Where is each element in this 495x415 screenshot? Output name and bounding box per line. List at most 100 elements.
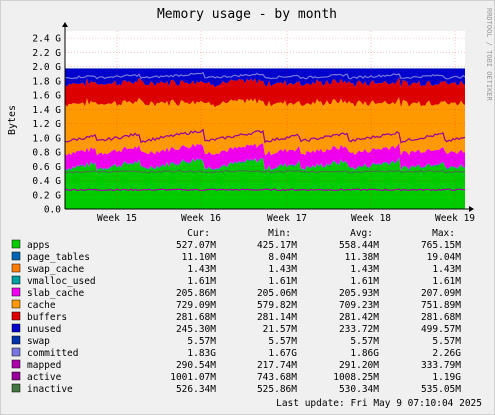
legend-name-mapped: mapped [27,360,61,371]
legend-min-active: 743.68M [257,372,297,383]
legend-max-swap_cache: 1.43M [432,264,461,275]
legend-cur-buffers: 281.68M [176,312,216,323]
y-tick-label: 0.2 G [32,190,61,201]
legend-cur-vmalloc_used: 1.61M [187,276,216,287]
legend-swatch-cache [11,299,21,309]
legend-name-inactive: inactive [27,384,73,395]
y-axis-arrow [62,22,68,27]
legend-swatch-committed [11,347,21,357]
legend-avg-active: 1008.25M [333,372,379,383]
legend-avg-page_tables: 11.38M [345,252,380,263]
y-tick-label: 1.2 G [32,119,61,130]
legend-cur-swap: 5.57M [187,336,216,347]
line-active [64,128,466,144]
legend-max-unused: 499.57M [421,324,461,335]
y-tick-label: 1.6 G [32,91,61,102]
legend-max-committed: 2.26G [432,348,461,359]
y-tick-label: 1.0 G [32,133,61,144]
legend-cur-mapped: 290.54M [176,360,216,371]
x-axis-arrow [469,206,474,212]
legend-min-buffers: 281.14M [257,312,297,323]
legend-cur-active: 1001.07M [170,372,216,383]
area-cache [65,97,465,156]
legend-max-mapped: 333.79M [421,360,461,371]
legend-swatch-swap [11,335,21,345]
legend-swatch-mapped [11,359,21,369]
y-tick-label: 0.6 G [32,162,61,173]
x-tick-label: Week 15 [97,213,137,224]
legend-avg-vmalloc_used: 1.61M [350,276,379,287]
y-tick-label: 0.0 [44,205,61,216]
legend-min-page_tables: 8.04M [268,252,297,263]
legend-header-cur: Cur: [187,228,210,239]
legend-min-mapped: 217.74M [257,360,297,371]
legend-cur-unused: 245.30M [176,324,216,335]
y-tick-label: 2.2 G [32,48,61,59]
legend-max-vmalloc_used: 1.61M [432,276,461,287]
legend-min-unused: 21.57M [263,324,298,335]
legend-cur-apps: 527.07M [176,240,216,251]
legend-avg-mapped: 291.20M [339,360,379,371]
last-update: Last update: Fri May 9 07:10:04 2025 [276,398,482,409]
legend-swatch-apps [11,239,21,249]
legend-min-swap_cache: 1.43M [268,264,297,275]
legend-name-cache: cache [27,300,56,311]
x-tick-label: Week 18 [351,213,391,224]
y-tick-label: 1.4 G [32,105,61,116]
legend-name-swap_cache: swap_cache [27,264,84,275]
legend-swatch-active [11,371,21,381]
legend-max-inactive: 535.05M [421,384,461,395]
legend-min-apps: 425.17M [257,240,297,251]
legend-header-min: Min: [268,228,291,239]
legend-min-vmalloc_used: 1.61M [268,276,297,287]
line-committed [64,71,466,80]
legend-avg-swap_cache: 1.43M [350,264,379,275]
legend-max-active: 1.19G [432,372,461,383]
x-tick-label: Week 16 [181,213,221,224]
legend-swatch-inactive [11,383,21,393]
legend-max-page_tables: 19.04M [427,252,462,263]
legend-swatch-page_tables [11,251,21,261]
legend-min-swap: 5.57M [268,336,297,347]
legend-name-vmalloc_used: vmalloc_used [27,276,96,287]
y-tick-label: 0.4 G [32,176,61,187]
line-inactive [64,169,466,174]
legend-swatch-unused [11,323,21,333]
legend-avg-committed: 1.86G [350,348,379,359]
legend-avg-slab_cache: 205.93M [339,288,379,299]
legend-swatch-slab_cache [11,287,21,297]
legend-name-apps: apps [27,240,50,251]
y-tick-label: 0.8 G [32,148,61,159]
legend-name-page_tables: page_tables [27,252,90,263]
legend-swatch-buffers [11,311,21,321]
legend-name-slab_cache: slab_cache [27,288,84,299]
area-buffers [65,77,465,108]
x-tick-label: Week 19 [435,213,475,224]
y-tick-label: 2.0 G [32,62,61,73]
legend-min-committed: 1.67G [268,348,297,359]
legend-max-slab_cache: 207.09M [421,288,461,299]
legend-name-active: active [27,372,62,383]
y-tick-label: 2.4 G [32,34,61,45]
legend-name-committed: committed [27,348,78,359]
legend-cur-committed: 1.83G [187,348,216,359]
legend-avg-inactive: 530.34M [339,384,379,395]
y-tick-label: 1.8 G [32,76,61,87]
legend-min-slab_cache: 205.06M [257,288,297,299]
legend-swatch-vmalloc_used [11,275,21,285]
legend-swatch-swap_cache [11,263,21,273]
x-tick-label: Week 17 [267,213,307,224]
chart-title: Memory usage - by month [157,7,337,22]
legend-cur-slab_cache: 205.86M [176,288,216,299]
legend-avg-cache: 709.23M [339,300,379,311]
line-mapped [64,188,466,192]
legend-max-swap: 5.57M [432,336,461,347]
legend-cur-swap_cache: 1.43M [187,264,216,275]
legend-max-apps: 765.15M [421,240,461,251]
legend-cur-inactive: 526.34M [176,384,216,395]
legend-max-buffers: 281.68M [421,312,461,323]
legend-header-max: Max: [432,228,455,239]
legend-header-avg: Avg: [350,228,373,239]
legend-max-cache: 751.89M [421,300,461,311]
